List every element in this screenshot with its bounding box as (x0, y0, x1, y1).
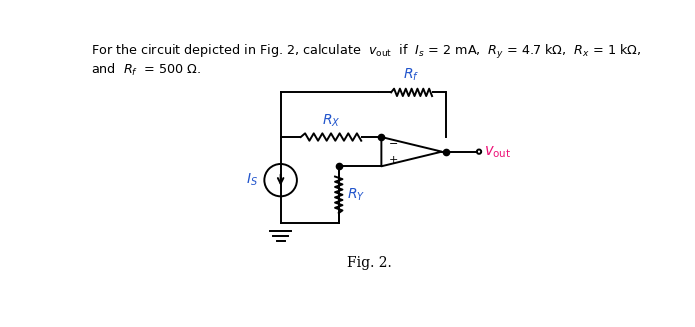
Text: $R_f$: $R_f$ (404, 67, 420, 83)
Text: $R_Y$: $R_Y$ (348, 187, 366, 203)
Text: For the circuit depicted in Fig. 2, calculate  $v_{\mathrm{out}}$  if  $I_s$ = 2: For the circuit depicted in Fig. 2, calc… (91, 43, 641, 61)
Text: $I_S$: $I_S$ (246, 172, 258, 188)
Text: and  $R_f$  = 500 $\Omega$.: and $R_f$ = 500 $\Omega$. (91, 62, 201, 78)
Text: $R_X$: $R_X$ (322, 113, 341, 129)
Text: $-$: $-$ (388, 137, 398, 147)
Text: Fig. 2.: Fig. 2. (347, 256, 391, 269)
Text: $v_{\mathrm{out}}$: $v_{\mathrm{out}}$ (484, 144, 511, 160)
Text: $+$: $+$ (388, 154, 398, 165)
